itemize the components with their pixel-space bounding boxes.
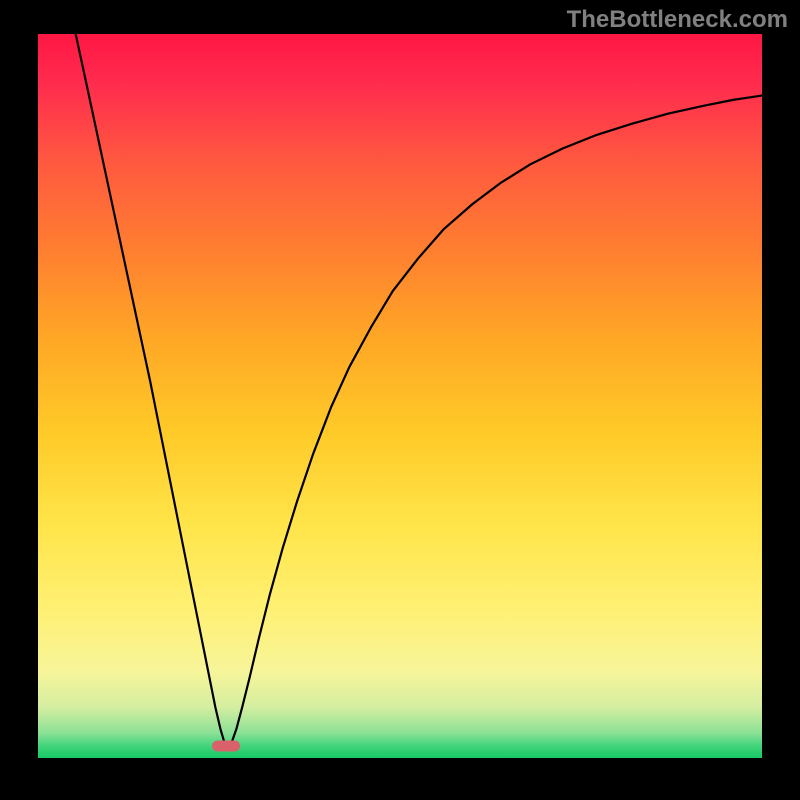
- chart-background-gradient: [38, 34, 762, 758]
- chart-plot-area: [38, 34, 762, 758]
- chart-svg: [38, 34, 762, 758]
- optimal-point-marker: [212, 741, 240, 752]
- watermark-text: TheBottleneck.com: [567, 6, 788, 34]
